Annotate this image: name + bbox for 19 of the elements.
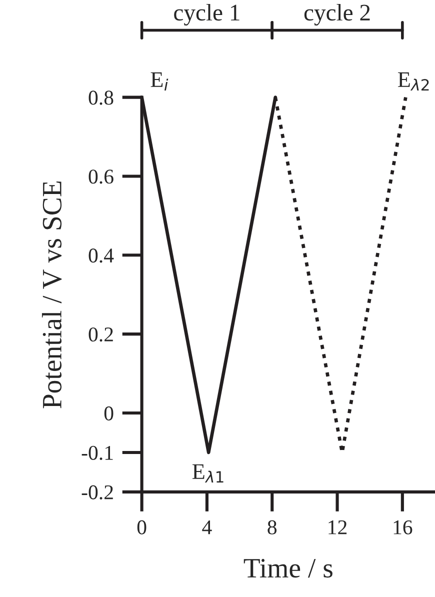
x-tick-label: 12 bbox=[328, 520, 347, 534]
annotation: E$_{i}$ bbox=[150, 72, 168, 91]
y-tick-label: -0.1 bbox=[82, 446, 113, 460]
x-tick-label: 4 bbox=[202, 520, 212, 534]
x-axis-title: Time / s bbox=[244, 558, 332, 578]
y-tick-label: 0 bbox=[104, 406, 114, 420]
x-tick-label: 8 bbox=[268, 520, 277, 534]
x-tick-label: 16 bbox=[394, 520, 412, 534]
annotation: E$_{λ2}$ bbox=[398, 72, 429, 91]
y-tick-label: 0.2 bbox=[88, 327, 113, 342]
y-tick-label: 0.6 bbox=[88, 170, 114, 184]
annotation: E$_{λ1}$ bbox=[192, 464, 224, 483]
y-tick-label: -0.2 bbox=[82, 485, 113, 500]
x-tick-label: 0 bbox=[137, 520, 146, 534]
y-axis-title: Potential / V vs SCE bbox=[42, 182, 62, 408]
y-tick-label: 0.8 bbox=[88, 90, 114, 105]
text: cycle 1 bbox=[174, 4, 240, 26]
text: cycle 2 bbox=[304, 4, 370, 26]
y-tick-label: 0.4 bbox=[88, 248, 114, 263]
